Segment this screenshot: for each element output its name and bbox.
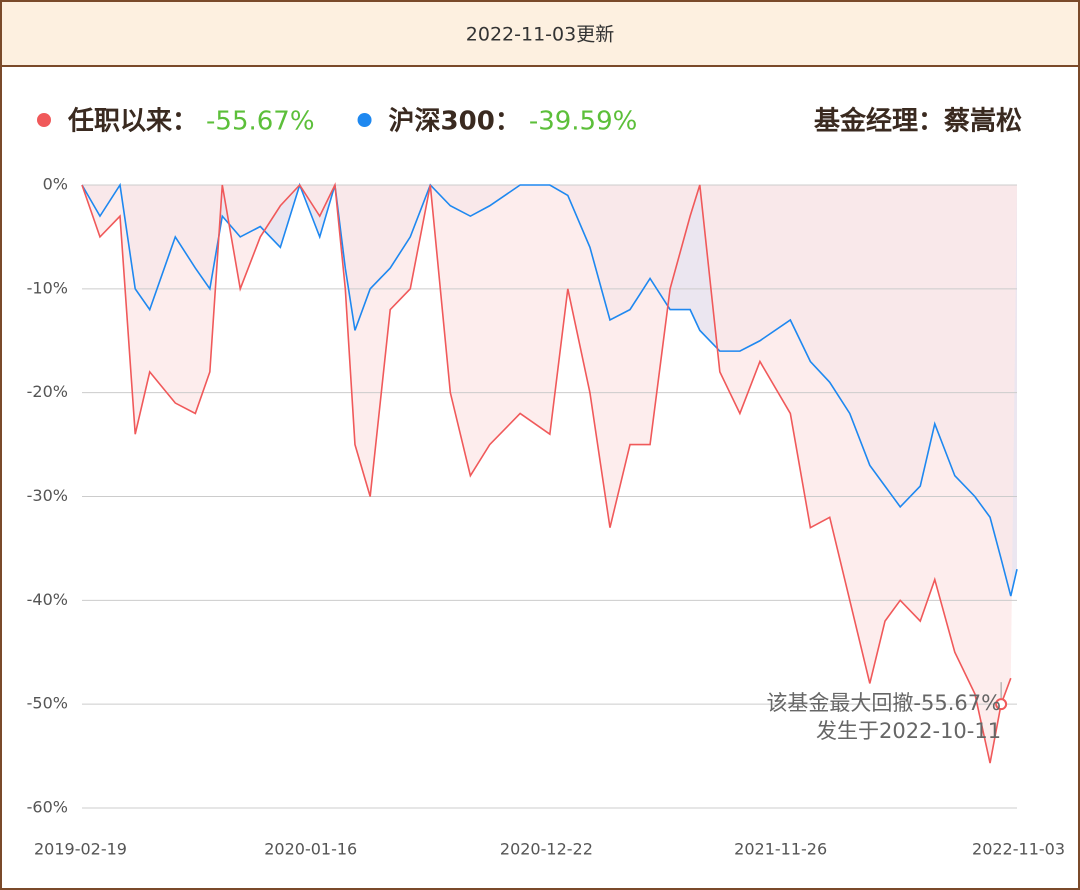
legend-marker	[357, 113, 372, 127]
y-tick-label: -50%	[27, 694, 68, 713]
manager: 基金经理：蔡嵩松	[814, 106, 1022, 137]
y-tick-label: 0%	[43, 175, 68, 194]
series-line	[81, 182, 1012, 764]
header: 2022-11-03更新	[466, 24, 614, 46]
x-tick-label: 2021-11-26	[734, 840, 827, 859]
x-tick-label: 2019-02-19	[34, 840, 127, 859]
annotation: 该基金最大回撤-55.67%	[766, 691, 1001, 715]
annotation: 发生于2022-10-11	[816, 719, 1001, 743]
legend-label: 任职以来：	[67, 107, 198, 137]
legend-value: -39.59%	[529, 107, 638, 137]
x-tick-label: 2020-01-16	[264, 840, 357, 859]
y-tick-label: -60%	[27, 798, 68, 817]
x-tick-label: 2022-11-03	[972, 840, 1065, 859]
area	[82, 185, 1017, 764]
y-tick-label: -20%	[27, 382, 68, 401]
series-line	[81, 182, 1018, 597]
legend-value: -55.67%	[206, 107, 315, 137]
legend-label: 沪深300：	[389, 107, 521, 137]
y-tick-label: -10%	[27, 278, 68, 297]
y-tick-label: -30%	[27, 486, 68, 505]
legend-marker	[37, 113, 51, 127]
y-tick-label: -40%	[27, 590, 68, 609]
annotation-point	[995, 698, 1008, 711]
header-bar	[0, 0, 1080, 67]
x-tick-label: 2020-12-22	[500, 840, 593, 859]
